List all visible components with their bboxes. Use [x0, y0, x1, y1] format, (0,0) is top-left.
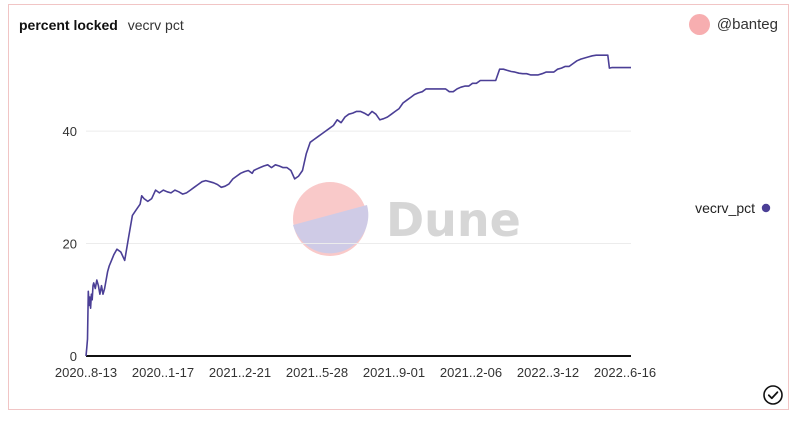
chart-header: percent locked vecrv pct: [19, 17, 184, 33]
dune-watermark: Dune: [293, 182, 521, 256]
y-tick-label: 0: [70, 349, 77, 364]
x-tick-label: 2020..1-17: [132, 365, 194, 380]
chart-subtitle: vecrv pct: [127, 17, 184, 33]
watermark-text: Dune: [386, 193, 521, 247]
series-line-vecrv-pct: [85, 54, 631, 357]
chart-title: percent locked: [19, 17, 118, 33]
author-avatar: [688, 14, 710, 35]
watermark-logo-bottom: [293, 205, 369, 254]
y-tick-label: 20: [63, 237, 77, 252]
x-tick-label: 2021..2-21: [209, 365, 271, 380]
x-tick-label: 2021..2-06: [440, 365, 502, 380]
x-tick-label: 2021..9-01: [363, 365, 425, 380]
x-axis-ticks: 2020..8-13 2020..1-17 2021..2-21 2021..5-28…: [55, 365, 656, 380]
legend-label: vecrv_pct: [695, 200, 755, 216]
y-axis-ticks: 0 20 40: [63, 124, 77, 364]
author-link[interactable]: @banteg: [688, 14, 778, 35]
check-circle-icon[interactable]: [762, 384, 784, 406]
x-tick-label: 2020..8-13: [55, 365, 117, 380]
x-tick-label: 2022..6-16: [594, 365, 656, 380]
x-tick-label: 2022..3-12: [517, 365, 579, 380]
author-handle: @banteg: [716, 16, 778, 33]
x-tick-label: 2021..5-28: [286, 365, 348, 380]
legend-marker: [761, 203, 771, 213]
legend[interactable]: vecrv_pct: [695, 200, 771, 216]
y-tick-label: 40: [63, 124, 77, 139]
grid-lines: [86, 130, 631, 245]
